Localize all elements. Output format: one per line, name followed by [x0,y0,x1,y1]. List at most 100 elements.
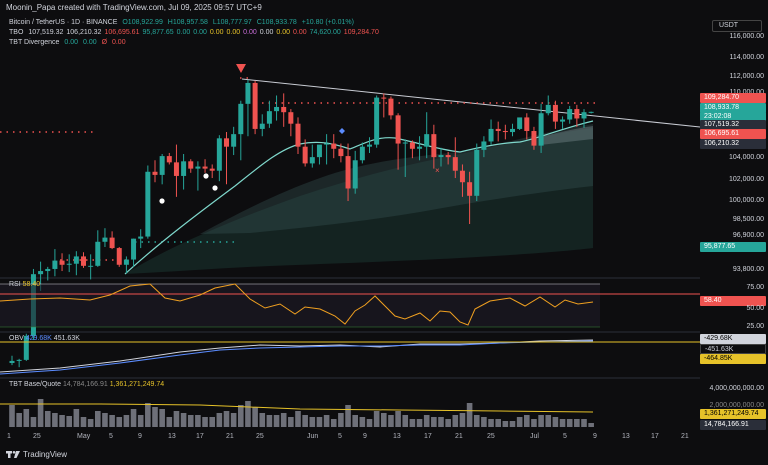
candle-body[interactable] [445,155,451,158]
candle-body[interactable] [488,128,494,142]
legend-tbo-label[interactable]: TBO [9,29,24,36]
candle-body[interactable] [181,161,187,176]
candle-body[interactable] [274,106,280,112]
candle-body[interactable] [402,142,408,144]
candle-body[interactable] [102,237,108,242]
candle-body[interactable] [195,166,201,169]
candle-body[interactable] [417,146,423,149]
candle-body[interactable] [524,117,530,132]
candle-body[interactable] [131,238,137,260]
candle-body[interactable] [116,248,122,265]
legend-divergence-value: 0.00 [64,39,79,46]
candle-body[interactable] [338,148,344,157]
candle-body[interactable] [66,263,72,265]
candle-body[interactable] [288,112,294,124]
candle-body[interactable] [331,143,337,149]
candle-body[interactable] [224,138,229,147]
volume-bars [9,399,594,427]
volume-label[interactable]: TBT Base/Quote [9,381,62,388]
obv-label[interactable]: OBV [9,335,24,342]
candle-body[interactable] [188,161,194,169]
candle-body[interactable] [388,98,394,116]
candle-body[interactable] [209,168,215,171]
candle-body[interactable] [259,123,265,129]
candle-body[interactable] [359,146,365,161]
candle-body[interactable] [266,111,272,124]
candle-body[interactable] [16,359,22,361]
candle-body[interactable] [588,111,594,113]
candle-body[interactable] [467,182,473,196]
candle-body[interactable] [238,103,244,135]
candle-body[interactable] [367,144,372,147]
candle-body[interactable] [545,104,551,114]
candle-body[interactable] [552,104,558,122]
tradingview-logo[interactable]: TradingView [6,450,67,459]
candle-body[interactable] [459,170,465,183]
legend-symbol[interactable]: Bitcoin / TetherUS · 1D · BINANCE [9,19,118,26]
time-axis[interactable]: 1 25 May 5 9 13 17 21 25 Jun 5 9 13 17 21 25 Jul 5 9 13 17 21 [0,430,700,446]
candle-body[interactable] [38,271,44,275]
candle-body[interactable] [352,160,358,189]
candle-body[interactable] [145,171,151,237]
candle-body[interactable] [409,142,415,149]
candle-body[interactable] [9,360,15,364]
candle-body[interactable] [374,97,380,145]
candle-body[interactable] [216,138,222,171]
candle-body[interactable] [138,236,144,239]
candle-body[interactable] [295,123,301,147]
candle-body[interactable] [109,237,115,249]
candle-body[interactable] [45,268,51,272]
candle-body[interactable] [438,155,444,158]
legend-tbo-value: 0.00 [193,29,207,36]
candle-body[interactable] [23,335,29,360]
candle-body[interactable] [517,117,523,129]
candle-body[interactable] [52,260,58,269]
candle-body[interactable] [302,146,308,164]
candle-body[interactable] [452,157,458,171]
candle-body[interactable] [281,106,287,113]
candle-body[interactable] [581,112,587,119]
candle-body[interactable] [481,141,487,150]
candle-body[interactable] [202,166,208,169]
candle-body[interactable] [495,128,501,132]
price-axis[interactable]: USDT 116,000.00 114,000.00 112,000.00 11… [700,16,768,430]
candle-body[interactable] [159,156,165,175]
rsi-label[interactable]: RSI [9,281,21,288]
candle-body[interactable] [395,115,401,144]
candle-body[interactable] [324,143,330,145]
chart-area[interactable]: × Bitcoin / TetherUS · 1D · BINANCE O108… [0,16,700,430]
candle-body[interactable] [123,259,129,265]
legend-divergence-label[interactable]: TBT Divergence [9,39,60,46]
candle-body[interactable] [95,241,101,266]
candle-body[interactable] [424,134,430,147]
candle-body[interactable] [502,131,508,133]
candle-body[interactable] [252,82,258,129]
candle-body[interactable] [474,149,480,196]
candle-body[interactable] [431,134,437,158]
volume-bar [423,415,430,427]
candle-body[interactable] [381,97,387,99]
volume-bar [187,415,194,427]
currency-button[interactable]: USDT [712,20,762,32]
candle-body[interactable] [231,134,237,147]
volume-bar [37,399,44,427]
candle-body[interactable] [173,162,179,176]
candle-body[interactable] [81,256,86,266]
candle-body[interactable] [88,265,94,267]
candle-body[interactable] [245,82,251,104]
candle-body[interactable] [345,156,351,189]
candle-body[interactable] [567,109,573,120]
candle-body[interactable] [166,156,172,163]
chart-canvas[interactable]: × [0,16,700,430]
price-tick: 112,000.00 [729,73,764,80]
candle-body[interactable] [152,171,158,175]
candle-body[interactable] [560,119,566,122]
candle-body[interactable] [531,131,537,146]
candle-body[interactable] [510,128,515,133]
candle-body[interactable] [538,113,544,146]
candle-body[interactable] [309,157,315,164]
candle-body[interactable] [574,109,580,119]
candle-body[interactable] [73,256,79,264]
candle-body[interactable] [59,260,65,265]
candle-body[interactable] [316,144,322,158]
